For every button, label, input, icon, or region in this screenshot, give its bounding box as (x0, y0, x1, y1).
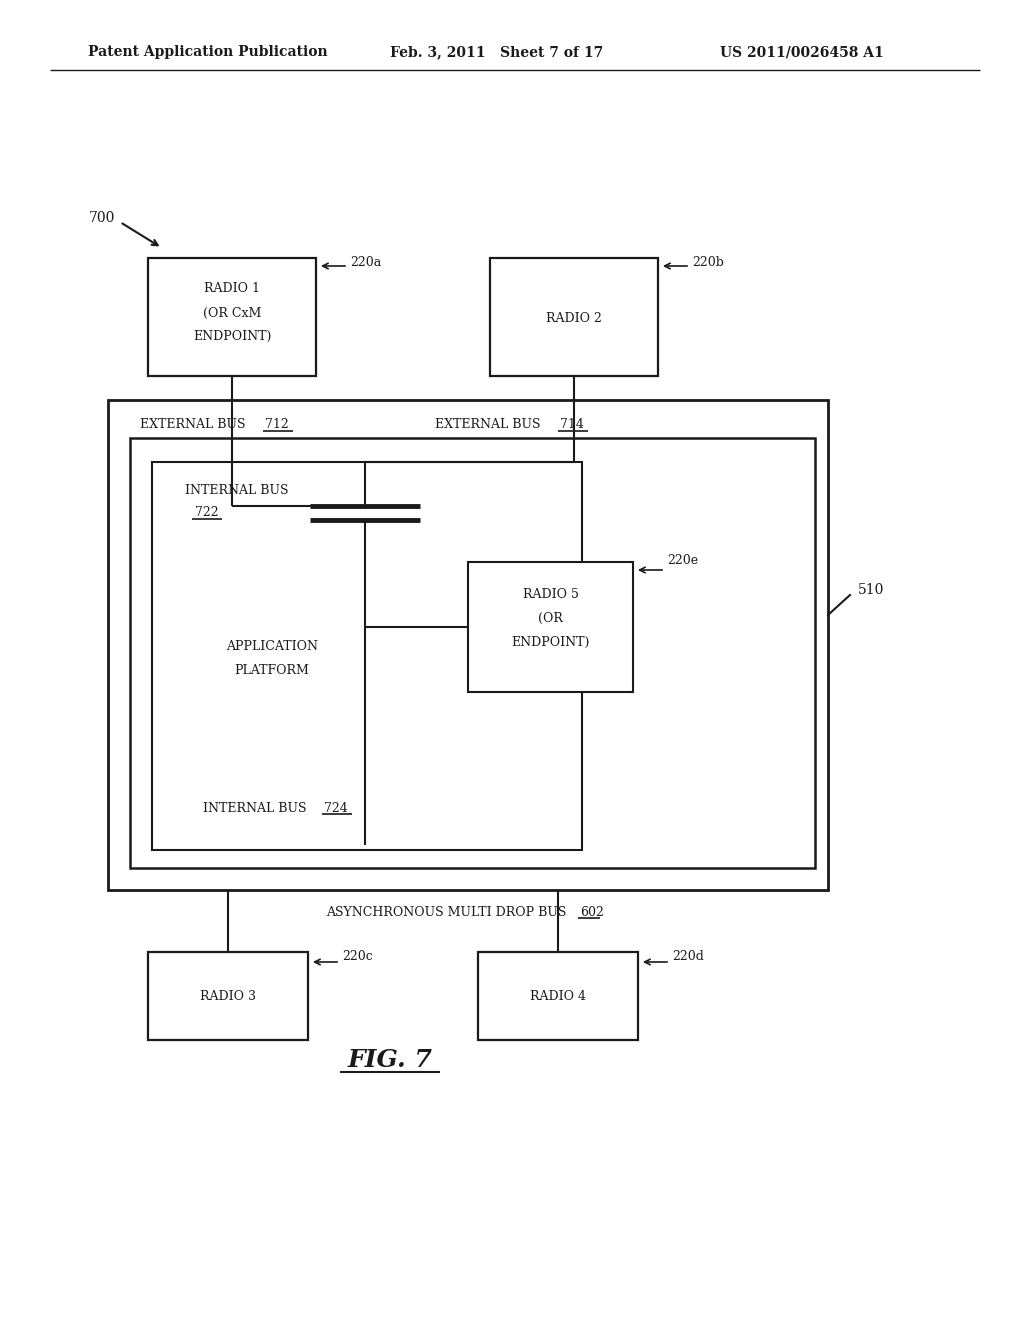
Bar (148, 952, 308, 1040)
Text: 220b: 220b (692, 256, 724, 269)
Text: 220e: 220e (667, 554, 698, 568)
Text: 722: 722 (196, 506, 219, 519)
Bar (490, 257, 658, 376)
Text: PLATFORM: PLATFORM (234, 664, 309, 676)
Text: ENDPOINT): ENDPOINT) (511, 635, 590, 648)
Text: 220a: 220a (350, 256, 381, 269)
Bar (478, 952, 638, 1040)
Text: RADIO 5: RADIO 5 (522, 587, 579, 601)
Text: 602: 602 (580, 906, 604, 919)
Text: EXTERNAL BUS: EXTERNAL BUS (435, 418, 545, 432)
Text: (OR: (OR (538, 611, 563, 624)
Text: RADIO 3: RADIO 3 (200, 990, 256, 1002)
Text: EXTERNAL BUS: EXTERNAL BUS (140, 418, 250, 432)
Text: Feb. 3, 2011   Sheet 7 of 17: Feb. 3, 2011 Sheet 7 of 17 (390, 45, 603, 59)
Text: 220c: 220c (342, 950, 373, 964)
Text: FIG. 7: FIG. 7 (347, 1048, 432, 1072)
Text: RADIO 4: RADIO 4 (530, 990, 586, 1002)
Text: (OR CxM: (OR CxM (203, 306, 261, 319)
Text: 510: 510 (858, 583, 885, 597)
Text: US 2011/0026458 A1: US 2011/0026458 A1 (720, 45, 884, 59)
Text: ASYNCHRONOUS MULTI DROP BUS: ASYNCHRONOUS MULTI DROP BUS (326, 906, 570, 919)
Text: RADIO 2: RADIO 2 (546, 312, 602, 325)
Bar (108, 400, 828, 890)
Text: 712: 712 (265, 418, 289, 432)
Bar (152, 462, 582, 850)
Text: INTERNAL BUS: INTERNAL BUS (203, 801, 310, 814)
Text: 220d: 220d (672, 950, 703, 964)
Bar (130, 438, 815, 869)
Text: 724: 724 (324, 801, 348, 814)
Text: INTERNAL BUS: INTERNAL BUS (185, 483, 289, 496)
Text: RADIO 1: RADIO 1 (204, 281, 260, 294)
Text: 714: 714 (560, 418, 584, 432)
Bar (468, 562, 633, 692)
Bar (148, 257, 316, 376)
Text: ENDPOINT): ENDPOINT) (193, 330, 271, 342)
Text: 700: 700 (89, 211, 115, 224)
Text: APPLICATION: APPLICATION (226, 639, 318, 652)
Text: Patent Application Publication: Patent Application Publication (88, 45, 328, 59)
